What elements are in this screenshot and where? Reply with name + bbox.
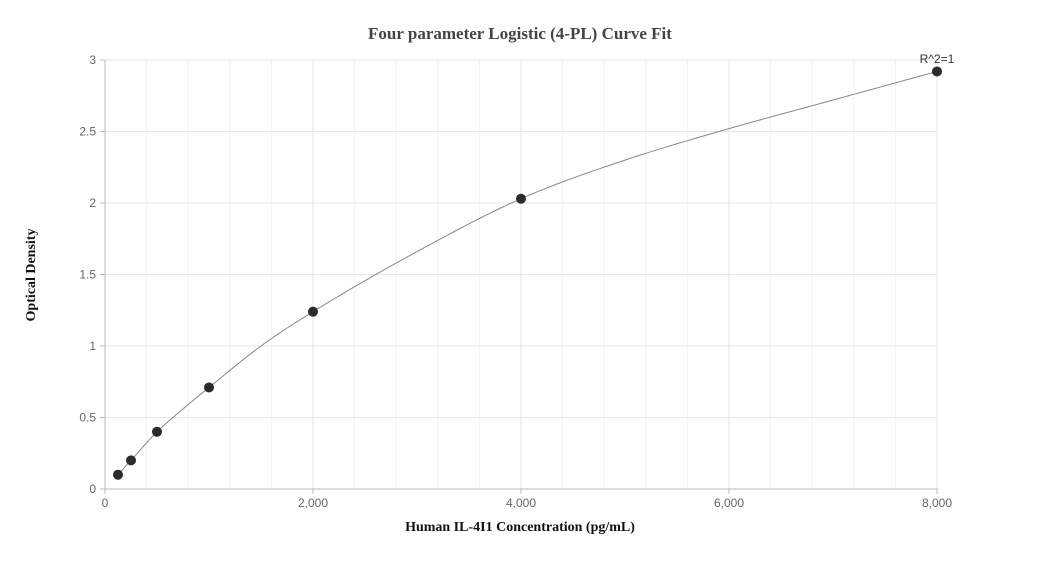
x-tick-label: 2,000 (298, 496, 328, 510)
grid-lines (105, 59, 938, 489)
data-point (126, 455, 136, 466)
data-point (204, 382, 214, 393)
data-points (113, 66, 942, 480)
y-tick-label: 0 (89, 482, 96, 496)
data-point (516, 193, 526, 204)
y-tick-label: 2.5 (79, 125, 96, 139)
x-axis-title: Human IL-4I1 Concentration (pg/mL) (405, 520, 635, 535)
chart-title: Four parameter Logistic (4-PL) Curve Fit (368, 24, 672, 43)
data-point (113, 469, 123, 480)
y-tick-label: 1.5 (79, 268, 96, 282)
x-tick-label: 8,000 (922, 496, 952, 510)
tick-labels: 0 0.5 1 1.5 2 2.5 3 0 2,000 4,000 6,000 8,000 (79, 53, 952, 510)
y-tick-label: 1 (89, 339, 96, 353)
r-squared-annotation: R^2=1 (920, 52, 955, 66)
y-tick-label: 3 (89, 53, 96, 67)
x-tick-label: 6,000 (714, 496, 744, 510)
x-tick-label: 4,000 (506, 496, 536, 510)
y-tick-label: 2 (89, 196, 96, 210)
y-tick-label: 0.5 (79, 411, 96, 425)
data-point (308, 306, 318, 317)
axes (100, 59, 938, 494)
data-point (932, 66, 942, 77)
y-axis-title: Optical Density (24, 229, 39, 322)
data-point (152, 426, 162, 437)
x-tick-label: 0 (102, 496, 109, 510)
